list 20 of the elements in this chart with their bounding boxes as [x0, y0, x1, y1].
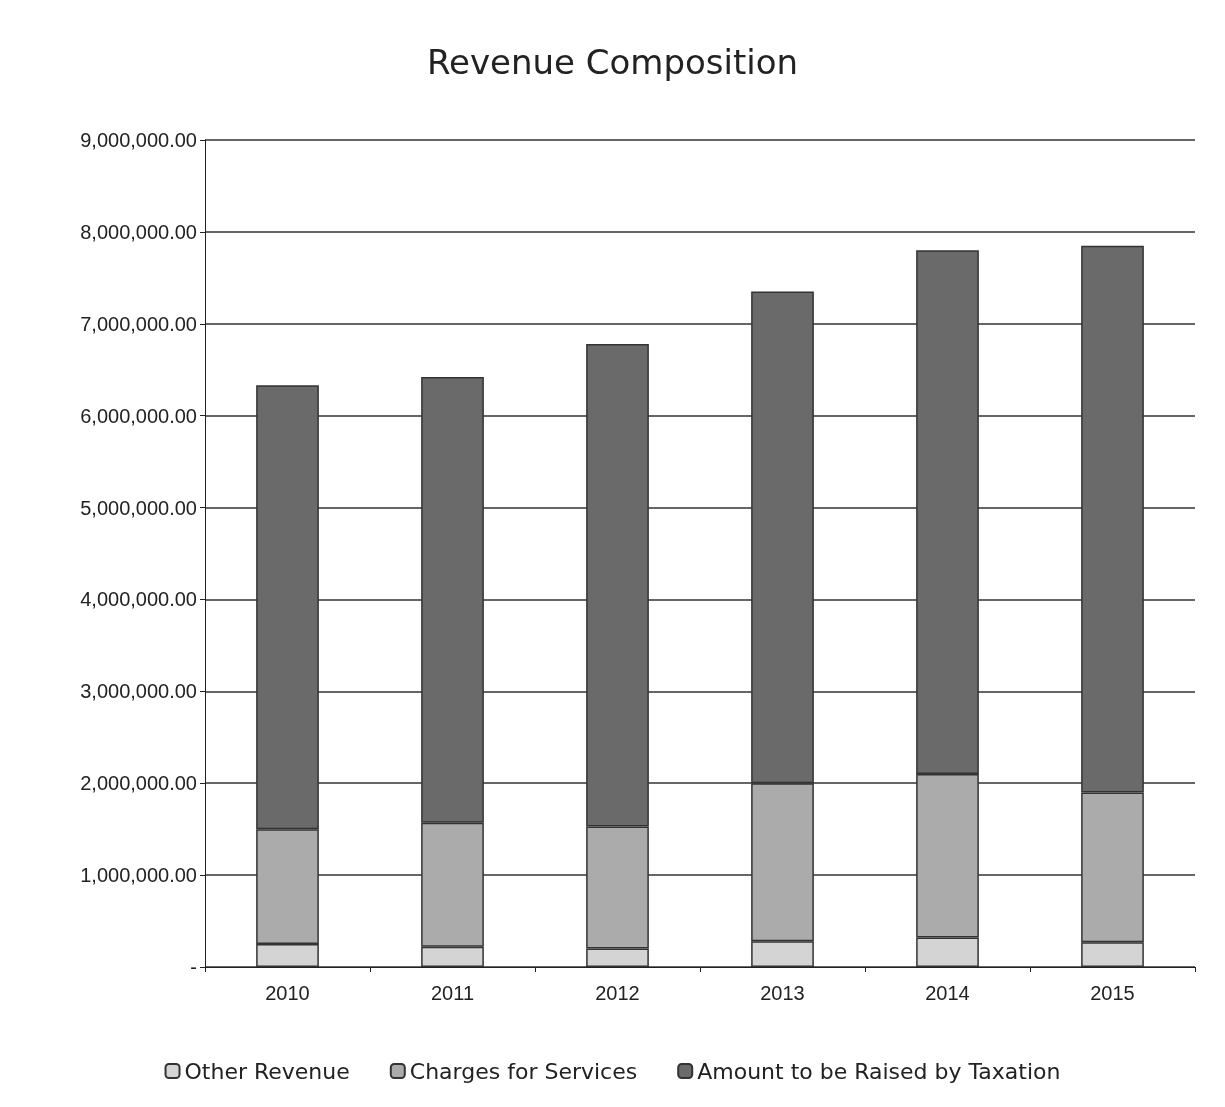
x-tick-label: 2012	[595, 982, 640, 1004]
legend-label: Other Revenue	[184, 1058, 350, 1084]
legend-label: Amount to be Raised by Taxation	[697, 1058, 1061, 1084]
y-tick-label: 1,000,000.00	[80, 864, 197, 887]
y-tick-label: 6,000,000.00	[80, 404, 197, 427]
y-tick-label: -	[190, 956, 197, 978]
x-tick-label: 2015	[1090, 982, 1135, 1004]
y-tick-label: 9,000,000.00	[80, 129, 197, 151]
y-tick-label: 5,000,000.00	[80, 496, 197, 519]
y-tick-label: 3,000,000.00	[80, 680, 197, 703]
chart-title: Revenue Composition	[426, 42, 799, 82]
y-tick-label: 8,000,000.00	[80, 220, 197, 243]
y-tick-label: 7,000,000.00	[80, 312, 197, 335]
x-tick-label: 2011	[430, 982, 475, 1004]
y-tick-label: 4,000,000.00	[80, 588, 197, 611]
x-tick-label: 2014	[925, 982, 970, 1004]
x-tick-label: 2010	[265, 982, 310, 1004]
legend-label: Charges for Services	[409, 1058, 638, 1084]
y-tick-label: 2,000,000.00	[80, 772, 197, 795]
x-tick-label: 2013	[760, 982, 805, 1004]
